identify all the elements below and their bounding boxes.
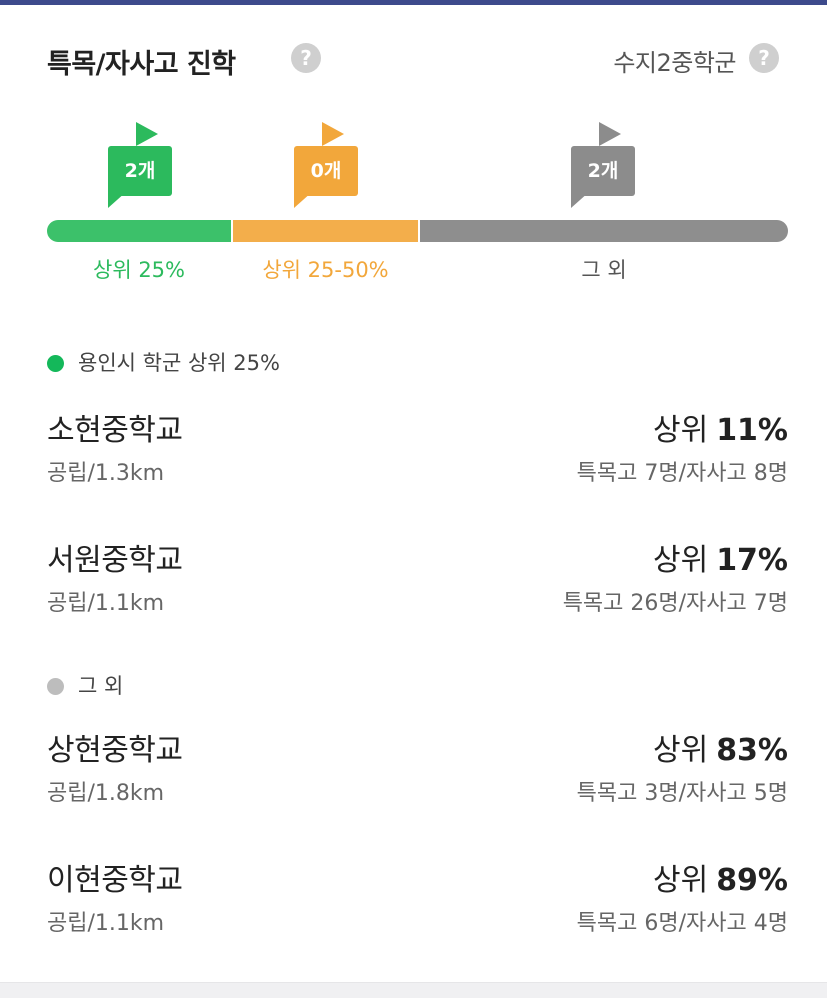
school-rank: 상위 17% [653,535,788,579]
district-help-icon[interactable]: ? [749,43,779,73]
school-row[interactable]: 소현중학교 공립/1.3km 상위 11% 특목고 7명/자사고 8명 [47,405,788,495]
school-admissions: 특목고 7명/자사고 8명 [576,461,788,486]
flag-count-label: 2개 [108,146,172,196]
help-icon[interactable]: ? [291,43,321,73]
rank-prefix: 상위 [652,543,709,578]
school-rank: 상위 11% [653,405,788,449]
school-meta: 공립/1.1km [47,911,165,936]
school-admissions: 특목고 3명/자사고 5명 [576,781,788,806]
rank-percent: 83% [716,733,788,768]
rank-percent: 11% [716,413,788,448]
school-rank: 상위 89% [653,855,788,899]
gray-dot-icon [47,678,64,695]
school-row[interactable]: 이현중학교 공립/1.1km 상위 89% 특목고 6명/자사고 4명 [47,855,788,945]
rank-prefix: 상위 [652,863,709,898]
section-heading-top25: 용인시 학군 상위 25% [47,347,280,377]
bar-label-others: 그 외 [581,258,627,282]
bar-label-top25-50: 상위 25-50% [262,258,389,282]
school-admissions: 특목고 6명/자사고 4명 [576,911,788,936]
green-dot-icon [47,355,64,372]
school-name[interactable]: 상현중학교 [47,733,183,768]
school-meta: 공립/1.3km [47,461,165,486]
flag-icon [599,122,621,146]
top-accent-bar [0,0,827,5]
flag-top25-count: 2개 [108,122,172,210]
card-header: 특목/자사고 진학 ? 수지2중학군 ? [47,40,782,82]
bar-label-top25: 상위 25% [93,258,185,282]
district-label: 수지2중학군 [613,49,736,77]
school-row[interactable]: 서원중학교 공립/1.1km 상위 17% 특목고 26명/자사고 7명 [47,535,788,625]
flag-count-label: 2개 [571,146,635,196]
school-name[interactable]: 소현중학교 [47,413,183,448]
rank-percent: 17% [716,543,788,578]
school-meta: 공립/1.1km [47,591,165,616]
rank-percent: 89% [716,863,788,898]
school-name[interactable]: 이현중학교 [47,863,183,898]
flag-icon [136,122,158,146]
bar-segment-top25 [47,220,231,242]
section-heading-text: 그 외 [78,674,124,698]
flag-count-label: 0개 [294,146,358,196]
section-heading-text: 용인시 학군 상위 25% [78,351,280,375]
section-heading-others: 그 외 [47,670,123,700]
flag-others-count: 2개 [571,122,635,210]
rank-prefix: 상위 [652,733,709,768]
bar-segment-top25-50 [233,220,418,242]
school-rank: 상위 83% [653,725,788,769]
flag-icon [322,122,344,146]
bar-segment-others [420,220,788,242]
flag-top25-50-count: 0개 [294,122,358,210]
rank-distribution-bar [47,220,788,242]
school-name[interactable]: 서원중학교 [47,543,183,578]
school-row[interactable]: 상현중학교 공립/1.8km 상위 83% 특목고 3명/자사고 5명 [47,725,788,815]
school-admissions: 특목고 26명/자사고 7명 [562,591,788,616]
school-meta: 공립/1.8km [47,781,165,806]
bottom-divider [0,982,827,998]
page-title: 특목/자사고 진학 [47,49,236,80]
rank-prefix: 상위 [652,413,709,448]
